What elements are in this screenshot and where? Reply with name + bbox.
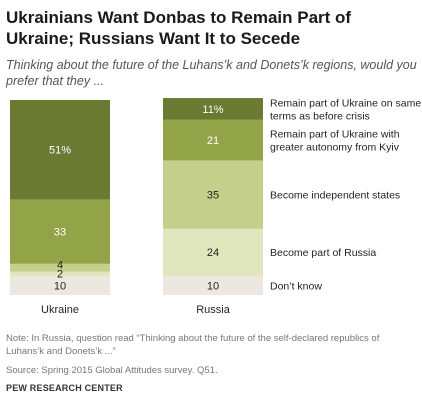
bar-segment bbox=[10, 275, 110, 295]
legend-label: Become part of Russia bbox=[270, 247, 376, 259]
legend-label: Don’t know bbox=[270, 280, 322, 292]
bar-segment bbox=[10, 100, 110, 200]
category-label: Ukraine bbox=[41, 304, 79, 316]
category-label: Russia bbox=[196, 304, 231, 316]
value-label: 21 bbox=[207, 135, 219, 147]
chart-source: Source: Spring 2015 Global Attitudes sur… bbox=[6, 365, 218, 376]
value-label: 35 bbox=[207, 190, 219, 202]
bar-segment bbox=[10, 199, 110, 264]
bar-segment bbox=[163, 228, 263, 276]
legend-label: Remain part of Ukraine on same terms as b… bbox=[270, 97, 421, 122]
value-label: 51% bbox=[49, 145, 71, 157]
value-label: 33 bbox=[54, 227, 66, 239]
legend-label: Remain part of Ukraine with greater auton… bbox=[270, 128, 400, 153]
value-label: 4 bbox=[57, 260, 63, 272]
legend-label: Become independent states bbox=[270, 190, 400, 202]
brand-logo-text: PEW RESEARCH CENTER bbox=[6, 383, 123, 393]
stacked-bar-chart: Ukraine Russia51%33421011%21352410Remain … bbox=[10, 97, 421, 316]
value-label: 11% bbox=[202, 104, 223, 116]
value-label: 10 bbox=[54, 280, 66, 292]
chart-note: Note: In Russia, question read “Thinking… bbox=[6, 333, 380, 357]
value-label: 2 bbox=[57, 269, 63, 281]
chart-subtitle: Thinking about the future of the Luhans’… bbox=[6, 58, 417, 88]
bar-segment bbox=[163, 119, 263, 161]
chart-title: Ukrainians Want Donbas to Remain Part of… bbox=[6, 8, 352, 48]
value-label: 24 bbox=[207, 247, 219, 259]
bar-segment bbox=[163, 160, 263, 229]
bar-segment bbox=[10, 263, 110, 272]
bar-segment bbox=[10, 271, 110, 276]
value-label: 10 bbox=[207, 280, 219, 292]
bar-segment bbox=[163, 275, 263, 295]
bar-segment bbox=[163, 98, 263, 120]
